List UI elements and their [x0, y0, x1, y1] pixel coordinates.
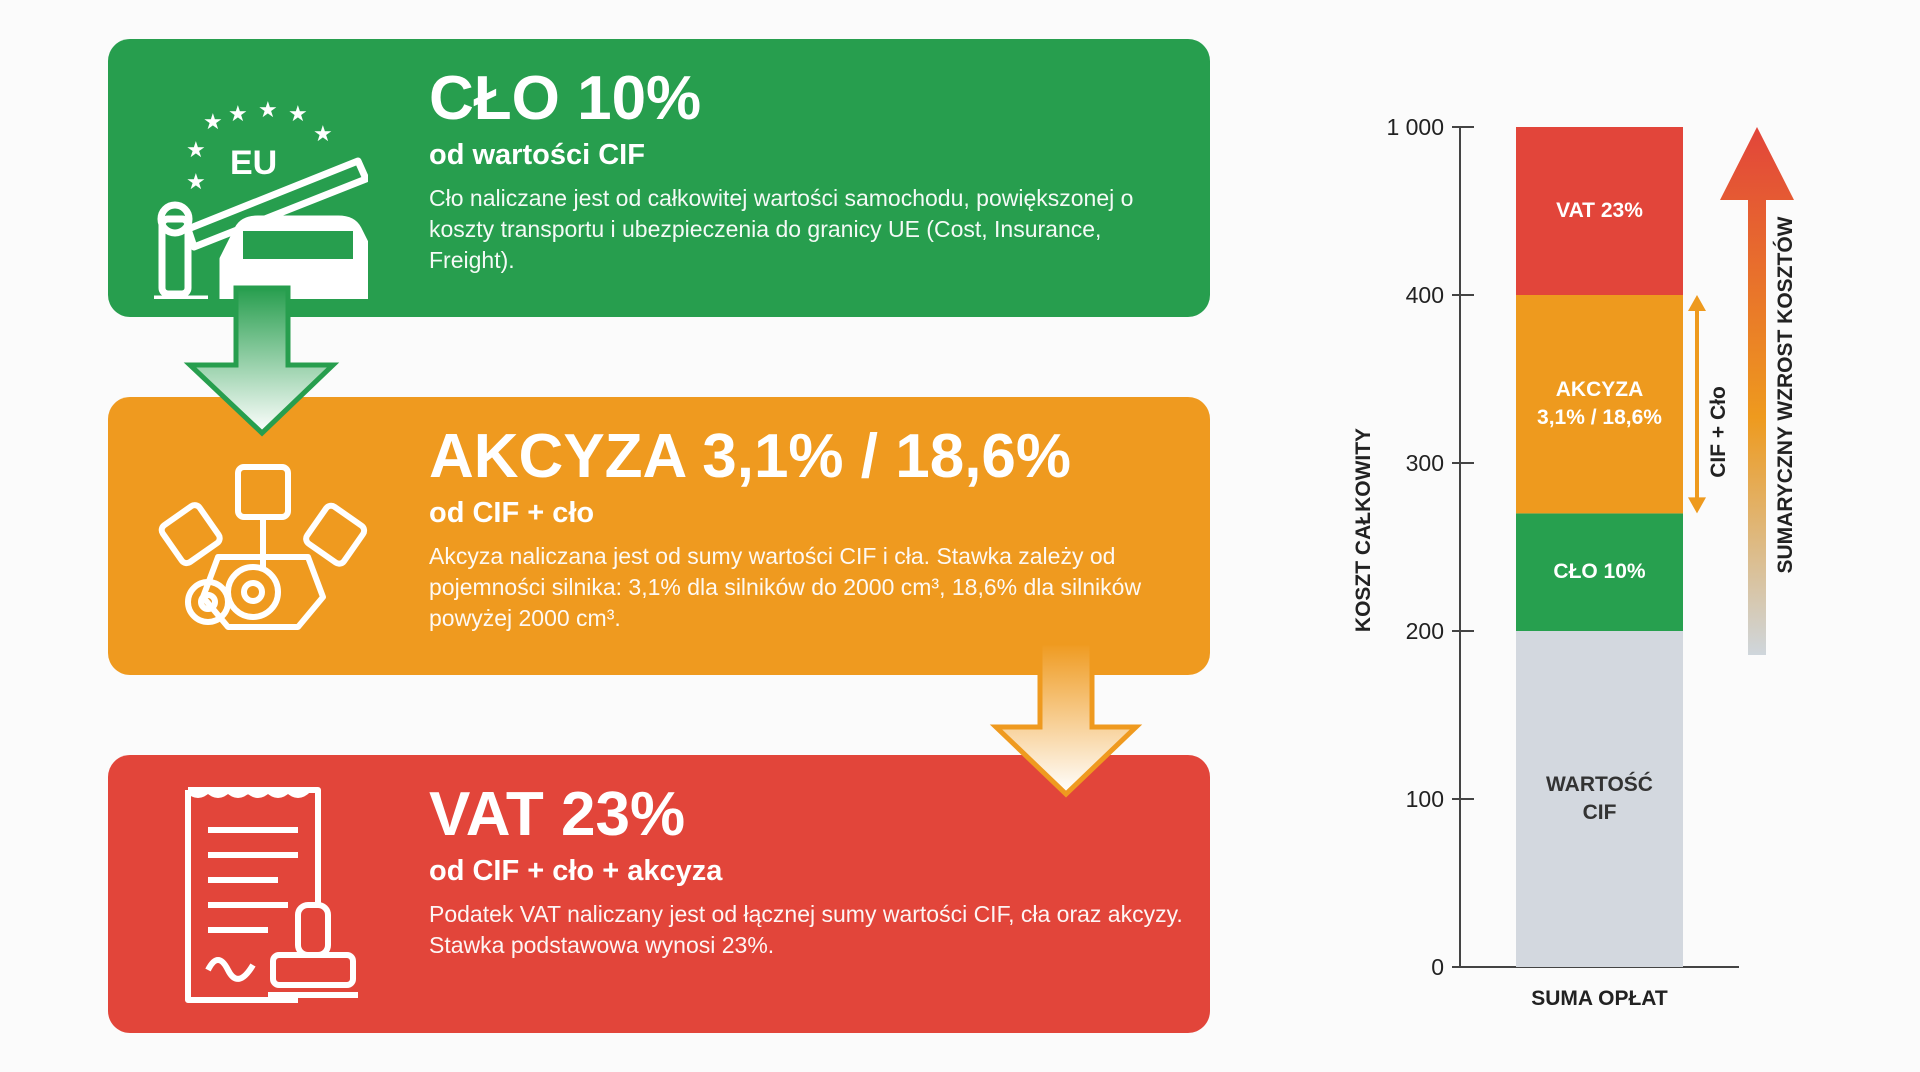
icon-text: EU: [230, 144, 277, 182]
card-description: Podatek VAT naliczany jest od łącznej su…: [429, 901, 1183, 958]
svg-text:★: ★: [228, 101, 248, 126]
bar-segment: [1516, 631, 1683, 967]
svg-text:★: ★: [288, 101, 308, 126]
icon-customs: EU ★ ★ ★ ★★★★: [154, 97, 368, 299]
svg-text:★: ★: [203, 109, 223, 134]
y-axis-label: KOSZT CAŁKOWITY: [1352, 428, 1375, 632]
y-tick-label: 100: [1406, 786, 1444, 812]
svg-text:★: ★: [313, 121, 333, 146]
segment-label: VAT 23%: [1556, 199, 1643, 222]
card: EU ★ ★ ★ ★ ★ ★ ★ CŁO 10% od wartości CIF Cło n…: [108, 39, 1210, 317]
card-subtitle: od wartości CIF: [429, 139, 645, 171]
card: VAT 23% od CIF + cło + akcyza Podatek VA…: [108, 755, 1210, 1033]
y-tick-label: 200: [1406, 618, 1444, 644]
card-subtitle: od CIF + cło: [429, 497, 595, 529]
card-title: CŁO 10%: [429, 64, 702, 133]
card: AKCYZA 3,1% / 18,6% od CIF + cło Akcyza …: [108, 397, 1210, 675]
bracket-head: [1688, 295, 1706, 311]
card-subtitle: od CIF + cło + akcyza: [429, 855, 723, 887]
bar-segment: [1516, 295, 1683, 514]
card-description: Cło naliczane jest od całkowitej wartośc…: [429, 185, 1134, 273]
bar-segment: [1516, 127, 1683, 295]
annotation: SUMARYCZNY WZROST KOSZTÓW: [1773, 216, 1797, 573]
annotation: CIF + Cło: [1707, 386, 1730, 478]
card-description: Akcyza naliczana jest od sumy wartości C…: [429, 543, 1142, 631]
x-tick-label: SUMA OPŁAT: [1531, 987, 1668, 1010]
icon-engine: [158, 464, 368, 630]
trend-arrow: [1720, 127, 1794, 655]
y-tick-label: 0: [1431, 954, 1444, 980]
y-tick-label: 1 000: [1386, 114, 1444, 140]
svg-text:★: ★: [186, 137, 206, 162]
segment-label: AKCYZA 3,1% / 18,6%: [1537, 378, 1662, 430]
flow-arrow: [989, 640, 1143, 798]
bar-segment: [1516, 513, 1683, 631]
svg-text:★: ★: [186, 169, 206, 194]
segment-label: WARTOŚĆ CIF: [1546, 773, 1653, 824]
bracket-head: [1688, 497, 1706, 514]
segment-label: CŁO 10%: [1553, 560, 1646, 584]
y-tick-label: 400: [1406, 282, 1444, 308]
svg-text:★: ★: [258, 97, 278, 122]
icon-document: [185, 787, 358, 1003]
card-title: AKCYZA 3,1% / 18,6%: [429, 422, 1072, 491]
flow-arrow: [183, 285, 340, 437]
card-title: VAT 23%: [429, 780, 686, 849]
y-tick-label: 300: [1406, 450, 1444, 476]
